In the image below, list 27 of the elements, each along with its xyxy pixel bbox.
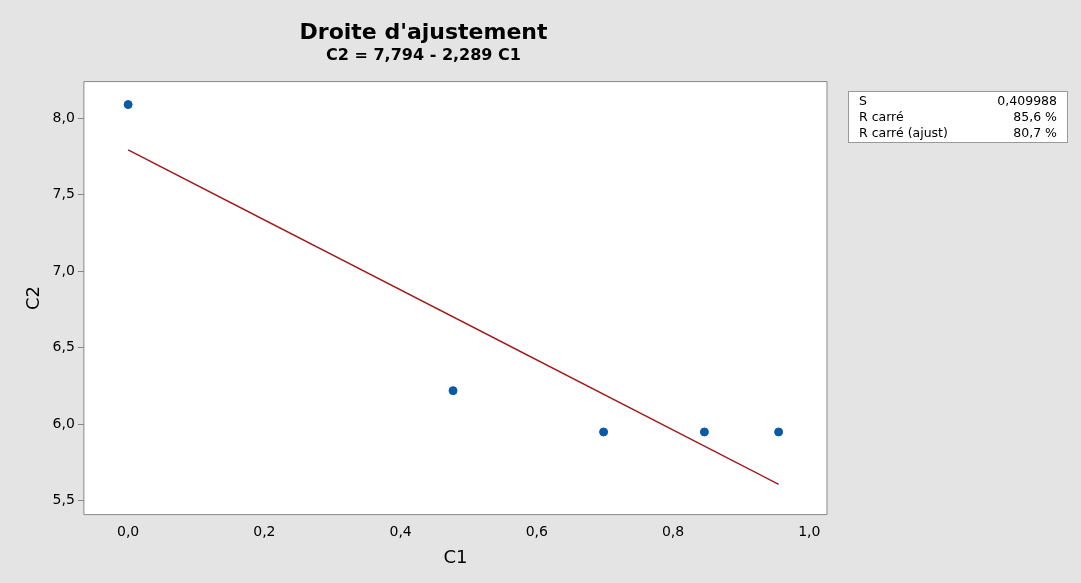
- x-tick-label: 0,6: [525, 522, 549, 539]
- x-tick-label: 0,0: [117, 522, 140, 539]
- x-tick-label: 0,8: [661, 522, 685, 539]
- text: R carré: [859, 109, 905, 125]
- y-tick-label: 5,5: [52, 491, 75, 508]
- text: 85,6 %: [1012, 109, 1057, 125]
- text: R carré (ajust): [859, 125, 949, 141]
- point: [699, 427, 709, 437]
- point: [774, 427, 784, 437]
- x-tick-label: 0,2: [253, 522, 276, 539]
- y-tick-label: 6,5: [52, 338, 75, 355]
- y-axis-title: C2: [22, 286, 44, 311]
- y-tick-label: 7,0: [52, 261, 75, 278]
- text: 0,409988: [996, 93, 1057, 109]
- point: [123, 100, 133, 110]
- text: S: [859, 93, 868, 109]
- chart-title: Droite d'ajustement: [299, 18, 548, 44]
- y-tick-label: 7,5: [52, 185, 75, 202]
- y-tick-label: 6,0: [52, 414, 75, 431]
- x-axis-title: C1: [443, 545, 468, 567]
- text: 80,7 %: [1012, 125, 1057, 141]
- y-tick-label: 8,0: [52, 108, 75, 125]
- x-tick-label: 1,0: [798, 522, 821, 539]
- x-tick-label: 0,4: [389, 522, 412, 539]
- point: [448, 386, 458, 396]
- point: [599, 427, 609, 437]
- chart-subtitle: C2 = 7,794 - 2,289 C1: [326, 45, 521, 65]
